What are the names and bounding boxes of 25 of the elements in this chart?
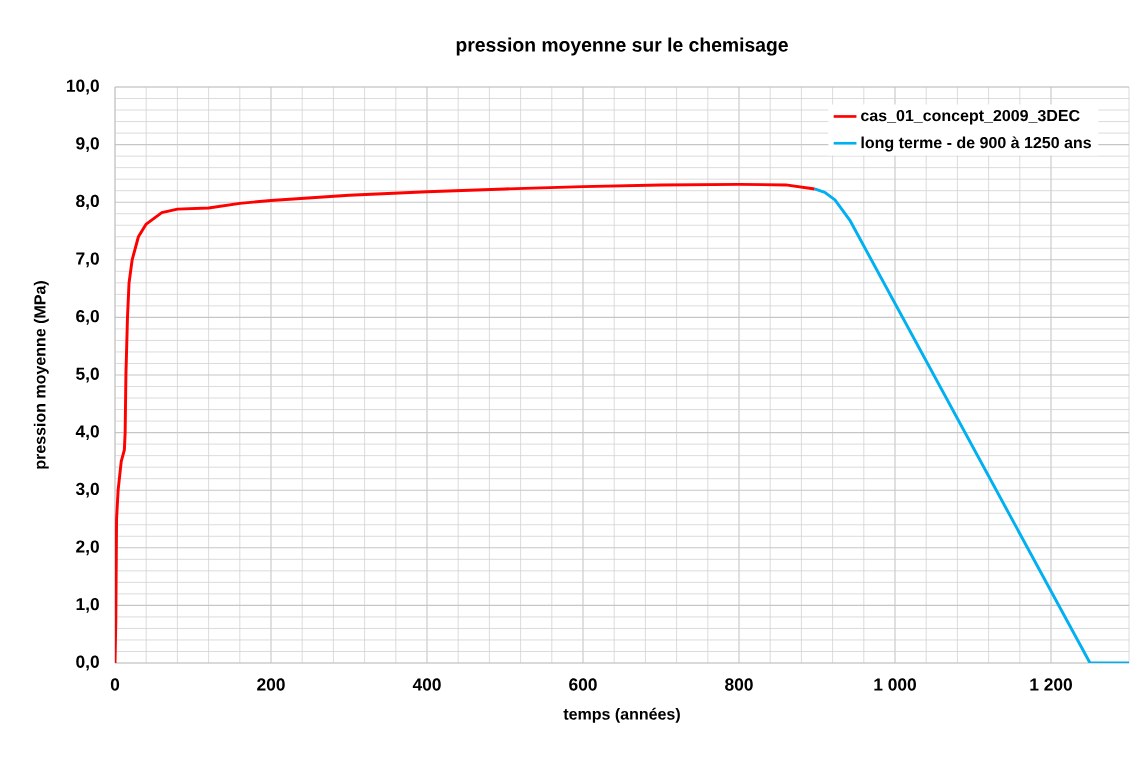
- y-tick-label: 7,0: [76, 252, 99, 268]
- y-tick-label: 4,0: [75, 425, 99, 440]
- x-axis-title: temps (années): [563, 707, 680, 723]
- legend-label: long terme - de 900 à 1250 ans: [861, 136, 1091, 152]
- y-tick-label: 3,0: [75, 482, 99, 498]
- x-tick-label: 1 000: [874, 678, 916, 691]
- y-tick-label: 6,0: [76, 310, 99, 325]
- line-series: [813, 187, 1129, 663]
- x-tick-label: 200: [257, 678, 285, 691]
- y-tick-label: 9,0: [76, 137, 99, 152]
- y-tick-label: 5,0: [76, 367, 99, 383]
- x-tick-label: 600: [569, 678, 597, 691]
- y-tick-label: 8,0: [76, 194, 99, 210]
- line-series: [115, 182, 817, 663]
- y-tick-label: 10,0: [66, 79, 99, 95]
- y-axis-title: pression moyenne (MPa): [33, 281, 49, 469]
- y-tick-label: 0,0: [76, 655, 99, 671]
- x-tick-label: 1 200: [1030, 678, 1072, 691]
- legend-label: cas_01_concept_2009_3DEC: [861, 109, 1080, 125]
- y-tick-label: 2,0: [76, 540, 99, 556]
- x-tick-label: 400: [412, 678, 441, 691]
- x-tick-label: 800: [725, 678, 753, 691]
- chart-title: pression moyenne sur le chemisage: [456, 37, 788, 56]
- y-tick-label: 1,0: [76, 598, 99, 613]
- x-tick-label: 0: [110, 678, 120, 691]
